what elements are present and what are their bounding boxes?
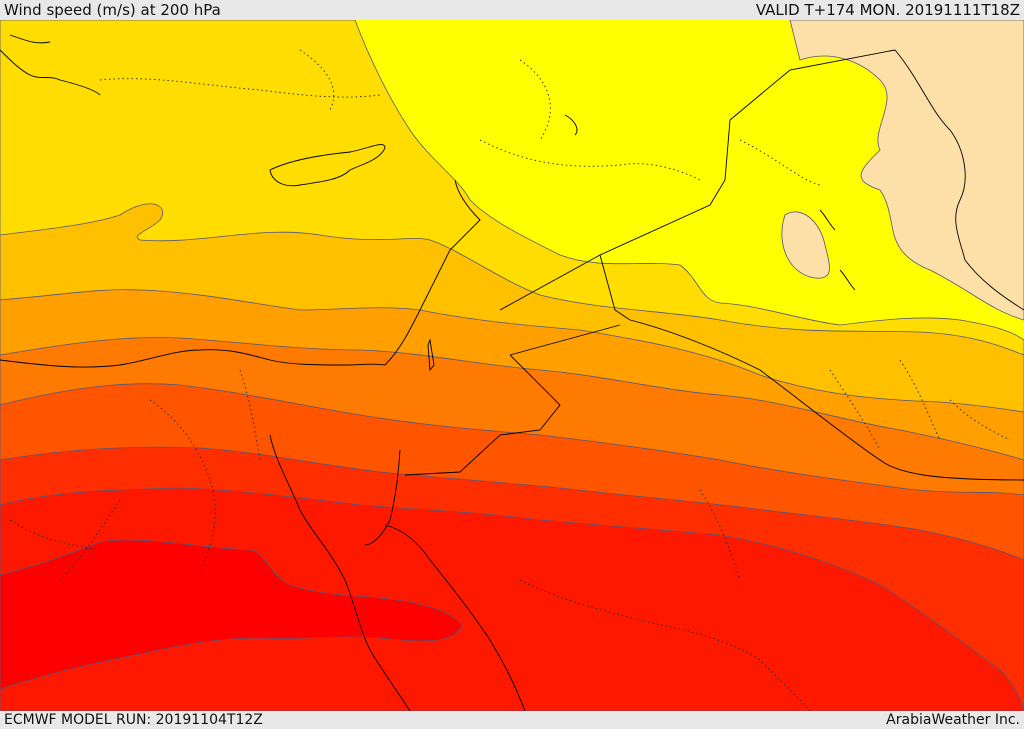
map-title: Wind speed (m/s) at 200 hPa	[4, 1, 221, 19]
wind-speed-map	[0, 20, 1024, 711]
map-canvas	[0, 20, 1024, 711]
header-bar: Wind speed (m/s) at 200 hPa VALID T+174 …	[0, 0, 1024, 20]
band-core	[0, 539, 463, 691]
credit-text: ArabiaWeather Inc.	[886, 712, 1020, 728]
band-lightest-ne	[789, 20, 1024, 321]
band-red	[0, 487, 1024, 711]
valid-time: VALID T+174 MON. 20191111T18Z	[755, 1, 1020, 19]
model-run: ECMWF MODEL RUN: 20191104T12Z	[4, 712, 263, 728]
footer-bar: ECMWF MODEL RUN: 20191104T12Z ArabiaWeat…	[0, 711, 1024, 729]
band-lightest-blob	[781, 211, 830, 279]
dotted-borders	[9, 49, 1011, 711]
coastlines	[0, 34, 1024, 711]
